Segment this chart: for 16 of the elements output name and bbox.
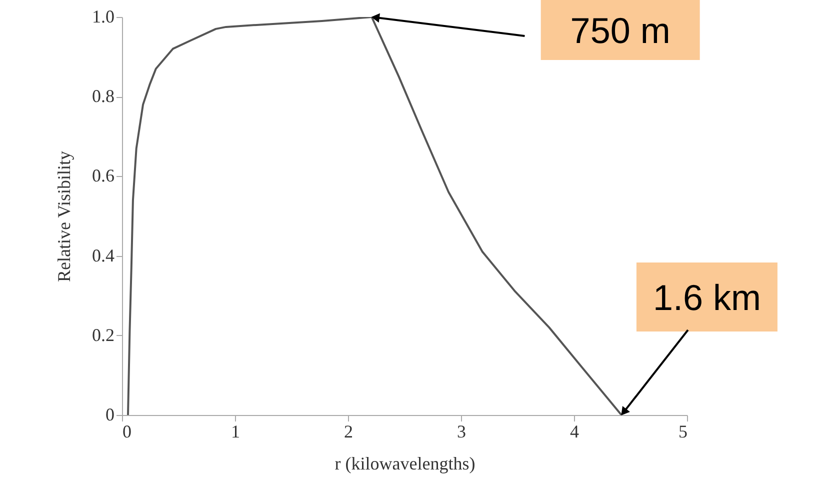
y-tick-label: 1.0 bbox=[92, 6, 114, 26]
x-tick-label: 1 bbox=[231, 422, 240, 442]
x-tick-label: 4 bbox=[570, 422, 579, 442]
y-tick-label: 0 bbox=[106, 404, 114, 424]
y-axis-title: Relative Visibility bbox=[54, 150, 74, 282]
annotation: 750 m bbox=[570, 10, 670, 51]
annotation: 1.6 km bbox=[652, 277, 761, 318]
y-tick-label: 0.8 bbox=[92, 86, 114, 106]
x-tick-label: 5 bbox=[678, 422, 688, 442]
x-axis-title: r (kilowavelengths) bbox=[334, 454, 476, 474]
y-tick-label: 0.6 bbox=[92, 166, 114, 186]
x-tick-label: 2 bbox=[344, 422, 353, 442]
y-tick-label: 0.4 bbox=[92, 245, 114, 266]
y-tick-label: 0.2 bbox=[92, 324, 114, 345]
x-tick-label: 3 bbox=[457, 422, 466, 442]
x-tick-label: 0 bbox=[122, 422, 132, 442]
